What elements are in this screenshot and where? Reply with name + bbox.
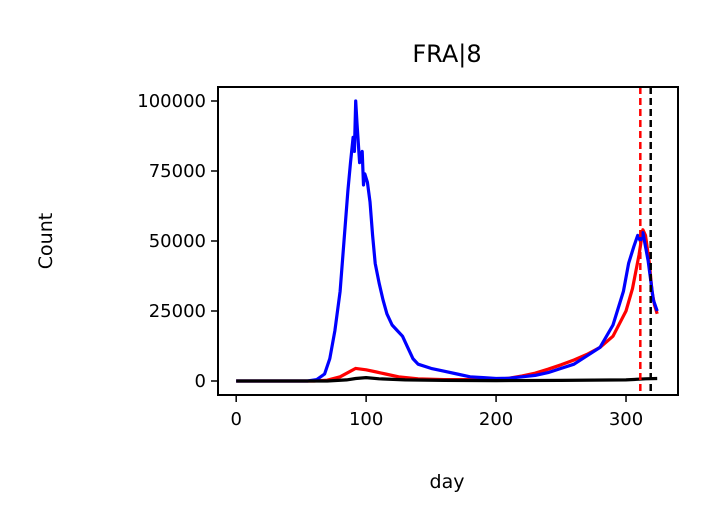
x-tick-label-200: 200 (479, 409, 513, 430)
series-line-2 (236, 99, 659, 383)
y-tick-label-75000: 75000 (149, 161, 206, 182)
x-tick-label-100: 100 (349, 409, 383, 430)
axis-ticks: 0 100 200 300 0 25000 50000 75000 100000 (137, 91, 643, 430)
y-tick-label-100000: 100000 (137, 91, 206, 112)
x-tick-label-0: 0 (230, 409, 241, 430)
y-tick-label-25000: 25000 (149, 301, 206, 322)
x-tick-label-300: 300 (609, 409, 643, 430)
chart-title: FRA|8 (412, 40, 481, 68)
x-axis-label: day (430, 471, 465, 493)
plot-frame (217, 86, 679, 396)
y-tick-label-0: 0 (195, 371, 206, 392)
series-line-1 (236, 228, 659, 383)
y-tick-label-50000: 50000 (149, 231, 206, 252)
series-line-3 (236, 376, 658, 383)
plot-area (236, 87, 659, 395)
y-axis-label: Count (35, 213, 57, 269)
